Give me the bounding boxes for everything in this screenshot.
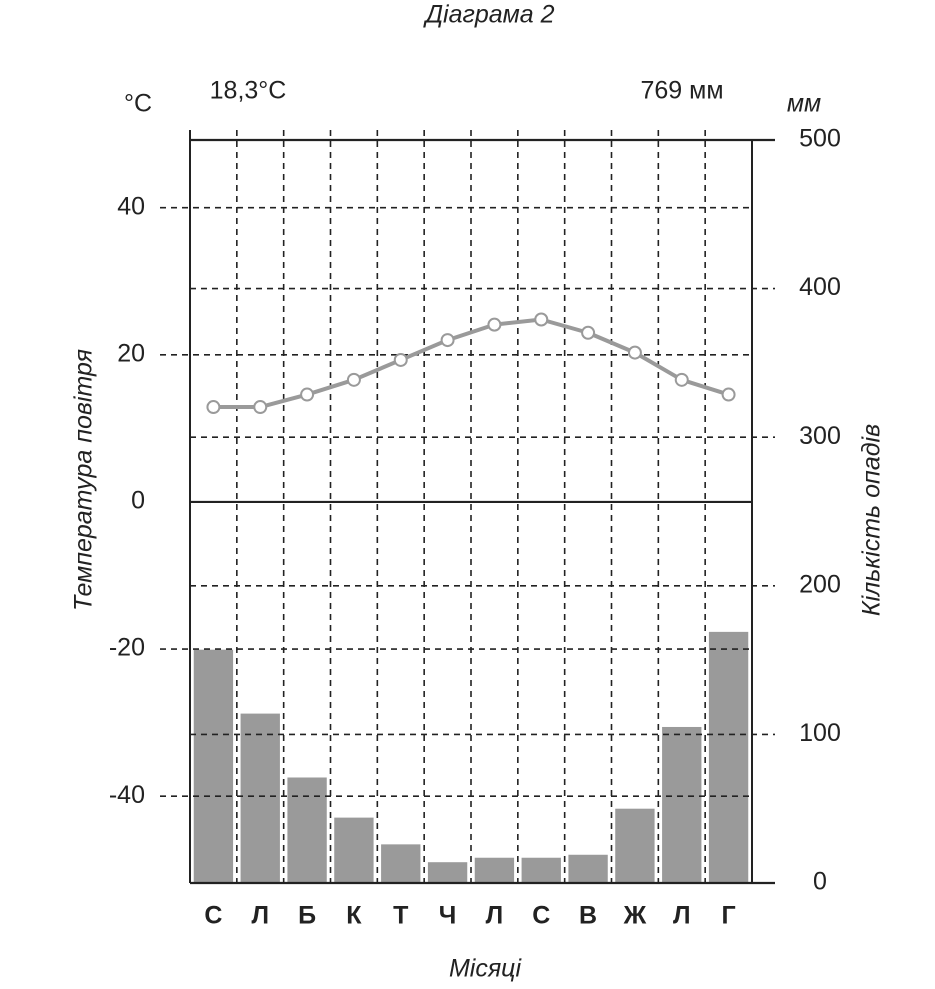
bar: [334, 817, 374, 883]
y-axis-label: Температура повітря: [70, 349, 98, 611]
x-axis-label: Місяці: [449, 955, 523, 983]
y-tick-label: -20: [109, 634, 145, 662]
x-tick-label: Л: [673, 902, 691, 930]
y-tick-label: 20: [117, 339, 145, 367]
temperature-point: [674, 372, 689, 387]
y-tick-label: 40: [117, 192, 145, 220]
bar: [615, 808, 655, 883]
x-tick-label: Т: [393, 902, 408, 930]
temperature-point: [206, 400, 221, 415]
bar: [381, 844, 421, 883]
bar: [568, 854, 608, 883]
temperature-point: [253, 400, 268, 415]
temperature-point: [300, 387, 315, 402]
bar: [193, 649, 234, 883]
y-tick-label: 0: [131, 487, 145, 515]
chart-title: Діаграма 2: [422, 1, 554, 29]
temperature-point: [393, 352, 408, 367]
y2-unit: мм: [787, 90, 821, 118]
temperature-point: [627, 345, 642, 360]
x-tick-label: Г: [721, 902, 735, 930]
y-unit: °C: [124, 90, 152, 118]
temperature-point: [487, 317, 502, 332]
x-tick-label: Ж: [623, 902, 647, 930]
temperature-line: [213, 317, 730, 410]
bar: [708, 631, 749, 883]
temperature-point: [346, 372, 361, 387]
x-tick-label: С: [204, 902, 222, 930]
bar: [521, 857, 561, 883]
bar: [427, 862, 468, 883]
y-tick-label: -40: [109, 781, 145, 809]
mean-temperature: 18,3°C: [210, 77, 287, 105]
temperature-point: [534, 312, 549, 327]
y2-tick-label: 200: [799, 570, 841, 598]
bar: [662, 726, 702, 883]
y2-tick-label: 400: [799, 273, 841, 301]
bar: [287, 777, 327, 883]
y2-tick-label: 300: [799, 422, 841, 450]
x-tick-label: С: [532, 902, 550, 930]
x-tick-label: К: [346, 902, 362, 930]
bar: [474, 857, 515, 883]
temperature-point: [581, 325, 596, 340]
total-precipitation: 769 мм: [640, 77, 723, 105]
y2-tick-label: 100: [799, 719, 841, 747]
temperature-point: [440, 333, 455, 348]
x-tick-label: Б: [298, 902, 316, 930]
x-tick-label: В: [579, 902, 597, 930]
y2-axis-label: Кількість опадів: [858, 424, 886, 616]
bar: [240, 713, 280, 883]
temperature-point: [721, 387, 736, 402]
x-tick-label: Ч: [439, 902, 457, 930]
x-tick-label: Л: [251, 902, 269, 930]
x-tick-label: Л: [486, 902, 504, 930]
y2-tick-label: 500: [799, 125, 841, 153]
y2-tick-label: 0: [813, 868, 827, 896]
